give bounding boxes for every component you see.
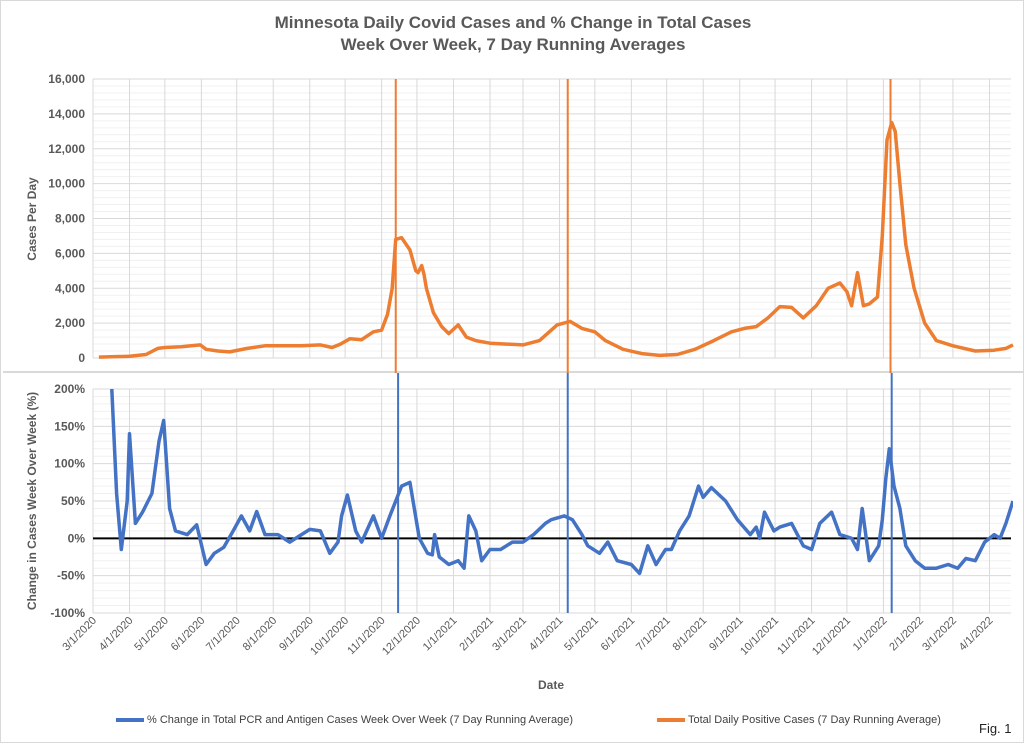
x-tick-label: 4/1/2022 <box>957 615 996 654</box>
x-tick-label: 4/1/2021 <box>527 615 566 654</box>
y-tick-label: 12,000 <box>48 142 85 156</box>
x-tick-label: 3/1/2021 <box>490 615 529 654</box>
x-tick-label: 2/1/2022 <box>887 615 926 654</box>
series-line-daily-cases <box>98 120 1014 359</box>
x-tick-label: 12/1/2020 <box>380 615 423 658</box>
y-tick-label: 16,000 <box>48 72 85 86</box>
y-tick-label: 100% <box>54 457 85 471</box>
x-tick-label: 8/1/2020 <box>241 615 280 654</box>
y-tick-label: -50% <box>57 569 85 583</box>
y-tick-label: 10,000 <box>48 177 85 191</box>
y-tick-label: 200% <box>54 382 85 396</box>
y-tick-label: 0% <box>68 531 86 545</box>
x-tick-label: 10/1/2020 <box>308 615 351 658</box>
x-tick-label: 4/1/2020 <box>97 615 136 654</box>
x-tick-label: 3/1/2022 <box>920 615 959 654</box>
chart-title: Minnesota Daily Covid Cases and % Change… <box>274 13 752 32</box>
figure-label: Fig. 1 <box>979 721 1012 736</box>
legend-item-daily-cases: Total Daily Positive Cases (7 Day Runnin… <box>657 714 941 726</box>
y-tick-label: 8,000 <box>55 212 85 226</box>
x-tick-label: 12/1/2021 <box>810 615 853 658</box>
y-axis-title-cases: Cases Per Day <box>25 177 39 261</box>
x-tick-label: 3/1/2020 <box>60 615 99 654</box>
x-axis-title: Date <box>538 678 564 692</box>
legend-label: Total Daily Positive Cases (7 Day Runnin… <box>688 714 941 726</box>
y-tick-label: 14,000 <box>48 107 85 121</box>
legend-label: % Change in Total PCR and Antigen Cases … <box>147 714 573 726</box>
chart-subtitle: Week Over Week, 7 Day Running Averages <box>340 35 686 54</box>
y-tick-label: 150% <box>54 419 85 433</box>
x-tick-label: 5/1/2021 <box>562 615 601 654</box>
x-tick-label: 7/1/2020 <box>204 615 243 654</box>
x-tick-label: 6/1/2020 <box>169 615 208 654</box>
y-tick-label: 0 <box>78 351 85 365</box>
y-tick-label: 50% <box>61 494 85 508</box>
x-tick-label: 7/1/2021 <box>634 615 673 654</box>
x-tick-label: 2/1/2021 <box>457 615 496 654</box>
x-tick-label: 1/1/2021 <box>421 615 460 654</box>
x-tick-label: 8/1/2021 <box>671 615 710 654</box>
x-tick-label: 10/1/2021 <box>738 615 781 658</box>
series-line-percent-change <box>110 389 1013 576</box>
x-tick-label: 5/1/2020 <box>132 615 171 654</box>
legend-item-percent-change: % Change in Total PCR and Antigen Cases … <box>116 714 573 726</box>
x-tick-label: 6/1/2021 <box>599 615 638 654</box>
y-tick-label: 6,000 <box>55 246 85 260</box>
y-tick-label: 4,000 <box>55 281 85 295</box>
y-tick-label: -100% <box>50 606 85 620</box>
y-axis-title-percent: Change in Cases Week Over Week (%) <box>25 392 39 610</box>
y-tick-label: 2,000 <box>55 316 85 330</box>
x-tick-label: 1/1/2022 <box>851 615 890 654</box>
